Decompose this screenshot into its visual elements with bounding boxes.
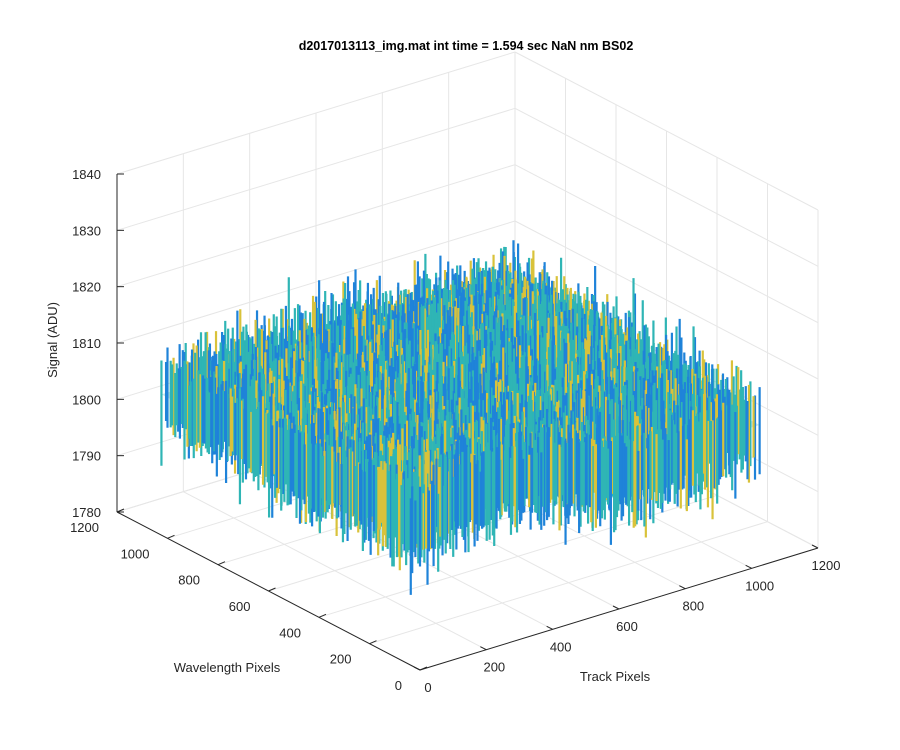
z-axis-label: Signal (ADU) [45,302,60,378]
z-tick-label: 1790 [72,449,101,464]
grid-line [514,107,819,267]
plot-axes [116,173,819,671]
grid-line [116,220,516,344]
y-tick [369,640,377,645]
x-tick [480,646,487,651]
y-tick [419,666,428,671]
y-tick-label: 800 [178,573,200,588]
z-tick-label: 1780 [72,505,101,520]
y-tick [217,561,226,566]
x-tick [612,605,620,610]
y-tick [318,613,327,618]
z-tick-label: 1830 [72,223,101,238]
z-tick-label: 1820 [72,280,101,295]
x-tick [811,544,819,549]
grid-line [514,51,819,211]
chart-title: d2017013113_img.mat int time = 1.594 sec… [299,39,634,53]
x-tick-label: 1000 [745,578,774,593]
y-axis-label: Wavelength Pixels [174,660,281,675]
x-tick [413,666,421,671]
x-tick [546,625,553,630]
y-tick-label: 1200 [70,520,99,535]
y-tick-label: 200 [330,652,352,667]
y-tick-label: 600 [229,599,251,614]
z-tick-label: 1810 [72,336,101,351]
x-tick-label: 400 [550,639,572,654]
grid-line [514,220,819,380]
y-tick-label: 0 [395,678,402,693]
signal-surface [160,240,761,595]
grid-line [514,164,819,324]
tick-labels: 0 200 400 600 800 1000 1200 0 200 400 600 800 1000 12… [70,167,840,695]
x-tick-label: 0 [424,680,431,695]
x-tick [745,564,752,569]
grid-line [116,164,516,288]
y-tick-label: 1000 [121,546,150,561]
x-tick-label: 1200 [812,558,841,573]
x-tick-label: 800 [682,599,704,614]
grid-line [116,51,516,175]
y-tick-label: 400 [279,625,301,640]
y-tick [268,587,276,592]
grid-line [116,107,516,231]
grid-line [369,521,768,645]
y-tick [167,534,175,539]
x-tick-label: 200 [483,660,505,675]
x-tick [679,585,686,590]
x-axis-label: Track Pixels [580,669,651,684]
z-tick-label: 1840 [72,167,101,182]
z-tick-label: 1800 [72,392,101,407]
x-tick-label: 600 [616,619,638,634]
